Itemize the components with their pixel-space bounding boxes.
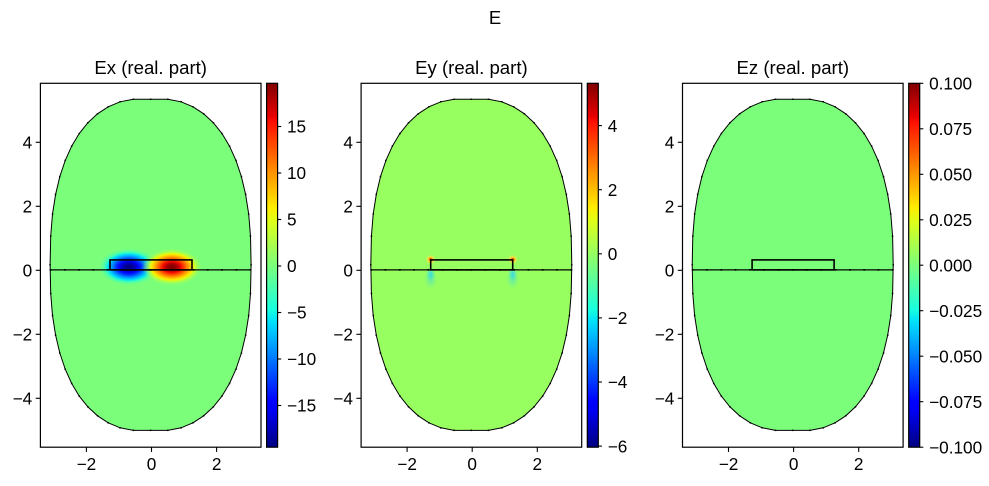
svg-text:0.025: 0.025 (929, 210, 972, 230)
svg-text:2: 2 (343, 197, 353, 217)
svg-text:4: 4 (343, 133, 353, 153)
svg-text:0.050: 0.050 (929, 165, 972, 185)
svg-text:0: 0 (23, 261, 33, 281)
svg-text:−4: −4 (608, 372, 628, 392)
svg-text:−0.075: −0.075 (929, 392, 982, 412)
svg-text:−2: −2 (608, 308, 628, 328)
svg-text:Ez (real. part): Ez (real. part) (736, 57, 849, 78)
svg-text:5: 5 (287, 210, 297, 230)
svg-text:−6: −6 (608, 436, 628, 456)
svg-text:−10: −10 (287, 349, 316, 369)
svg-text:4: 4 (608, 116, 618, 136)
svg-text:−4: −4 (333, 389, 353, 409)
svg-text:4: 4 (665, 133, 675, 153)
svg-text:0.075: 0.075 (929, 119, 972, 139)
svg-text:Ey (real. part): Ey (real. part) (415, 57, 528, 78)
svg-text:15: 15 (287, 117, 306, 137)
svg-text:2: 2 (212, 454, 222, 474)
svg-text:0: 0 (287, 256, 297, 276)
svg-text:−2: −2 (397, 454, 417, 474)
svg-text:0: 0 (789, 454, 799, 474)
svg-text:−0.050: −0.050 (929, 346, 982, 366)
svg-text:−15: −15 (287, 396, 316, 416)
svg-text:−2: −2 (655, 325, 675, 345)
svg-text:0: 0 (467, 454, 477, 474)
svg-text:−2: −2 (13, 325, 33, 345)
svg-text:0: 0 (665, 261, 675, 281)
svg-text:−4: −4 (13, 389, 33, 409)
svg-text:−2: −2 (719, 454, 739, 474)
svg-text:2: 2 (533, 454, 543, 474)
svg-text:E: E (489, 7, 501, 28)
svg-text:0: 0 (147, 454, 157, 474)
svg-text:−0.100: −0.100 (929, 437, 982, 457)
svg-text:2: 2 (854, 454, 864, 474)
svg-text:2: 2 (23, 197, 33, 217)
svg-text:−2: −2 (333, 325, 353, 345)
svg-text:2: 2 (665, 197, 675, 217)
svg-text:0.100: 0.100 (929, 74, 972, 94)
svg-text:Ex (real. part): Ex (real. part) (94, 57, 207, 78)
svg-text:0: 0 (343, 261, 353, 281)
svg-text:−4: −4 (655, 389, 675, 409)
svg-text:0: 0 (608, 244, 618, 264)
svg-text:2: 2 (608, 180, 618, 200)
svg-text:10: 10 (287, 163, 306, 183)
svg-text:−2: −2 (77, 454, 97, 474)
svg-text:−0.025: −0.025 (929, 301, 982, 321)
svg-text:4: 4 (23, 133, 33, 153)
svg-text:−5: −5 (287, 303, 307, 323)
svg-text:0.000: 0.000 (929, 255, 972, 275)
